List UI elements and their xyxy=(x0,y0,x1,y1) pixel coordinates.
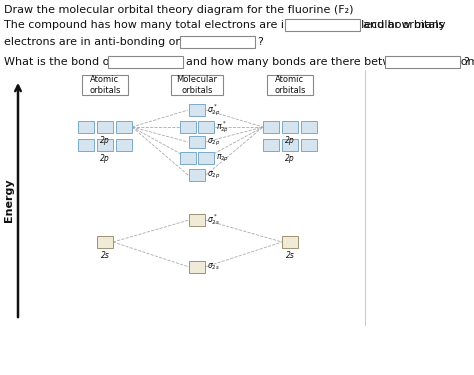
Bar xyxy=(285,19,360,31)
Text: $\sigma_{2s}$: $\sigma_{2s}$ xyxy=(207,262,220,272)
Bar xyxy=(171,75,223,95)
Bar xyxy=(282,121,298,133)
Bar xyxy=(189,104,205,116)
Text: ?: ? xyxy=(257,37,263,47)
Text: 2p: 2p xyxy=(100,136,110,145)
Bar xyxy=(116,121,132,133)
Bar xyxy=(97,121,113,133)
Bar xyxy=(263,121,279,133)
Bar xyxy=(282,139,298,151)
Bar xyxy=(189,261,205,273)
Text: Draw the molecular orbital theory diagram for the fluorine (F₂): Draw the molecular orbital theory diagra… xyxy=(4,5,354,15)
Bar xyxy=(97,236,113,248)
Text: Atomic
orbitals: Atomic orbitals xyxy=(89,75,121,95)
Bar xyxy=(108,56,183,68)
Bar xyxy=(78,139,94,151)
Bar xyxy=(267,75,313,95)
Text: $\sigma_{2p}$: $\sigma_{2p}$ xyxy=(207,136,220,147)
Bar xyxy=(82,75,128,95)
Text: 2p: 2p xyxy=(285,136,295,145)
Bar xyxy=(301,121,317,133)
Text: $\sigma_{2p}$: $\sigma_{2p}$ xyxy=(207,170,220,180)
Bar xyxy=(97,139,113,151)
Bar xyxy=(189,136,205,148)
Bar xyxy=(385,56,460,68)
Text: 2s: 2s xyxy=(285,251,294,260)
Text: $\sigma^*_{2p}$: $\sigma^*_{2p}$ xyxy=(207,102,220,118)
Text: $\pi^*_{2p}$: $\pi^*_{2p}$ xyxy=(216,119,229,135)
Text: Atomic
orbitals: Atomic orbitals xyxy=(274,75,306,95)
Text: 2p: 2p xyxy=(100,154,110,163)
Text: Energy: Energy xyxy=(4,178,14,222)
Bar xyxy=(180,152,196,164)
Text: $\pi_{2p}$: $\pi_{2p}$ xyxy=(216,153,229,164)
Text: The compound has how many total electrons are in bonding molecular orbitals: The compound has how many total electron… xyxy=(4,20,444,30)
Bar xyxy=(180,36,255,48)
Bar xyxy=(282,236,298,248)
Bar xyxy=(301,139,317,151)
Bar xyxy=(263,139,279,151)
Bar xyxy=(198,121,214,133)
Text: 2s: 2s xyxy=(100,251,109,260)
Bar xyxy=(180,121,196,133)
Text: 2p: 2p xyxy=(285,154,295,163)
Text: electrons are in anti-bonding orbitals: electrons are in anti-bonding orbitals xyxy=(4,37,210,47)
Bar xyxy=(189,214,205,226)
Text: and how many bonds are there between two F atoms: and how many bonds are there between two… xyxy=(186,57,474,67)
Text: ?: ? xyxy=(463,57,469,67)
Text: and how many: and how many xyxy=(363,20,446,30)
Bar xyxy=(189,169,205,181)
Bar xyxy=(116,139,132,151)
Text: $\sigma^*_{2s}$: $\sigma^*_{2s}$ xyxy=(207,213,220,228)
Text: Molecular
orbitals: Molecular orbitals xyxy=(176,75,218,95)
Text: What is the bond order: What is the bond order xyxy=(4,57,132,67)
Bar xyxy=(78,121,94,133)
Bar xyxy=(198,152,214,164)
